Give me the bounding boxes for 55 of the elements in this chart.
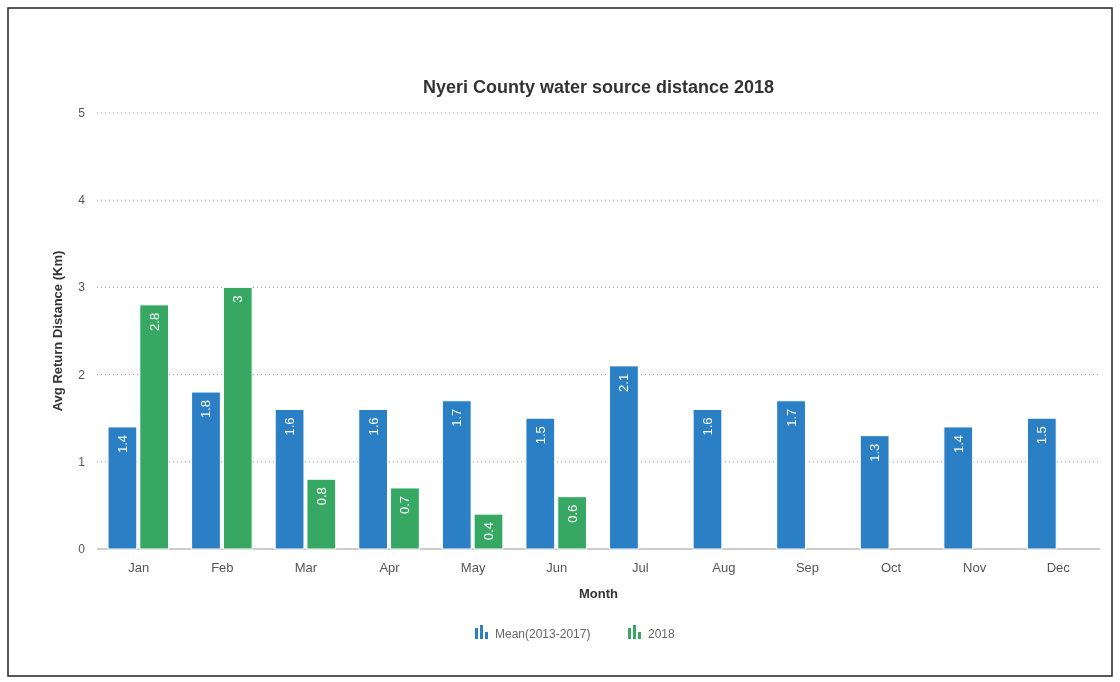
bar — [1026, 417, 1057, 550]
bar — [191, 391, 221, 550]
data-label: 1.6 — [365, 417, 381, 436]
x-tick-label: Jun — [546, 560, 568, 575]
y-tick-label: 2 — [78, 367, 86, 382]
data-label: 1.7 — [449, 408, 465, 427]
bar — [390, 487, 420, 550]
data-label: 1.6 — [282, 417, 298, 436]
data-label: 1.6 — [699, 417, 715, 436]
bar — [557, 496, 587, 550]
y-axis-title: Avg Return Distance (Km) — [50, 250, 65, 412]
y-tick-label: 4 — [78, 193, 86, 208]
bar — [859, 435, 890, 550]
bar — [222, 286, 253, 550]
bar — [358, 408, 389, 550]
data-label: 0.4 — [481, 522, 497, 541]
data-label: 0.6 — [564, 504, 580, 523]
data-label: 1.5 — [1034, 426, 1050, 445]
x-tick-label: Jan — [128, 560, 150, 575]
x-tick-label: Mar — [294, 560, 318, 575]
data-label: 2.1 — [616, 373, 632, 392]
x-tick-label: Feb — [211, 560, 234, 575]
y-tick-label: 0 — [78, 542, 86, 556]
chart-title: Nyeri County water source distance 2018 — [422, 77, 775, 97]
data-label: 1.4 — [950, 434, 966, 453]
data-label: 1.3 — [867, 443, 883, 462]
x-tick-label: Aug — [712, 560, 736, 575]
x-tick-label: May — [460, 560, 486, 575]
bar — [776, 400, 806, 550]
data-label: 3 — [230, 295, 246, 303]
x-tick-label: Apr — [379, 560, 401, 575]
x-tick-label: Oct — [880, 560, 902, 575]
data-label: 0.7 — [397, 495, 413, 515]
legend-label: 2018 — [648, 627, 676, 641]
bar — [943, 426, 974, 550]
bar — [525, 417, 556, 550]
x-tick-label: Jul — [631, 560, 649, 575]
bar — [609, 365, 639, 550]
legend-label: Mean(2013-2017) — [495, 627, 591, 641]
x-tick-label: Dec — [1046, 560, 1071, 575]
data-label: 2.8 — [146, 312, 162, 331]
data-label: 1.8 — [198, 400, 214, 419]
x-axis-title: Month — [579, 586, 619, 601]
x-tick-label: Nov — [963, 560, 987, 575]
bar — [107, 426, 138, 550]
y-tick-label: 1 — [78, 454, 86, 469]
data-label: 0.8 — [313, 487, 329, 506]
x-tick-label: Sep — [795, 560, 820, 575]
bar — [692, 408, 723, 550]
data-label: 1.7 — [783, 408, 799, 427]
data-label: 1.5 — [532, 426, 548, 445]
y-tick-label: 5 — [78, 106, 86, 120]
y-tick-label: 3 — [78, 280, 86, 295]
bar — [139, 304, 170, 550]
data-label: 1.4 — [114, 434, 130, 453]
